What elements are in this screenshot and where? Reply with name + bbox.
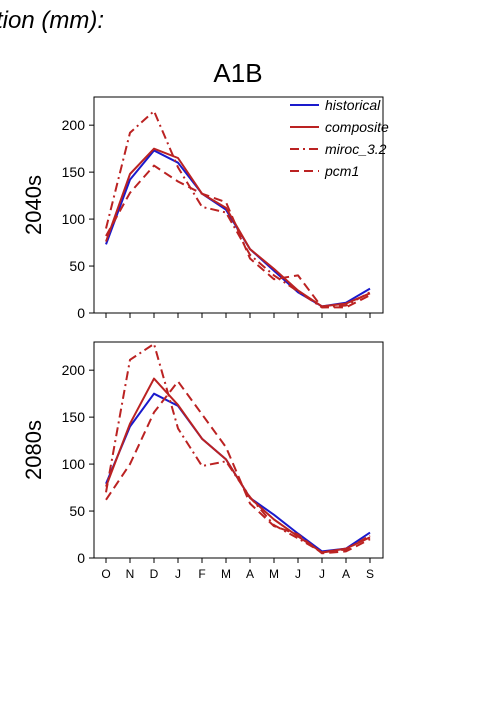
- scenario-title: A1B: [213, 58, 262, 88]
- y-tick-label: 100: [62, 211, 86, 227]
- legend-label: historical: [325, 97, 381, 113]
- y-tick-label: 200: [62, 117, 86, 133]
- y-tick-label: 200: [62, 362, 86, 378]
- y-tick-label: 50: [69, 258, 85, 274]
- y-tick-label: 0: [77, 305, 85, 321]
- x-tick-label: D: [150, 567, 159, 581]
- panel-label-2080s: 2080s: [21, 420, 46, 480]
- legend-label: miroc_3.2: [325, 141, 387, 157]
- plot-frame: [93, 341, 384, 559]
- series-line-historical: [105, 392, 371, 553]
- panel-label-2040s: 2040s: [21, 175, 46, 235]
- x-tick-label: M: [221, 567, 231, 581]
- series-line-composite: [105, 147, 371, 308]
- chart-panel-2040s: 0 50 100 150 200: [62, 96, 384, 321]
- legend-label: pcm1: [324, 163, 359, 179]
- legend-label: composite: [325, 119, 389, 135]
- x-tick-label: O: [101, 567, 110, 581]
- y-tick-label: 100: [62, 456, 86, 472]
- y-tick-label: 50: [69, 503, 85, 519]
- series-line-pcm1: [105, 164, 371, 309]
- plot-frame: [93, 96, 384, 314]
- x-tick-label: M: [269, 567, 279, 581]
- x-tick-label: S: [366, 567, 374, 581]
- x-tick-label: J: [295, 567, 301, 581]
- x-tick-label: A: [342, 567, 350, 581]
- y-tick-label: 0: [77, 550, 85, 566]
- x-tick-label: A: [246, 567, 254, 581]
- y-tick-label: 150: [62, 164, 86, 180]
- series-line-pcm1: [105, 380, 371, 555]
- chart-panel-2080s: 0 50 100 150 200: [62, 341, 384, 566]
- x-tick-label: F: [198, 567, 205, 581]
- x-tick-label: J: [319, 567, 325, 581]
- y-tick-label: 150: [62, 409, 86, 425]
- x-tick-label: N: [126, 567, 135, 581]
- series-line-miroc-3-2: [105, 342, 371, 554]
- legend: historical composite miroc_3.2 pcm1: [290, 97, 389, 179]
- x-tick-label: J: [175, 567, 181, 581]
- header-text: tion (mm):: [0, 7, 104, 34]
